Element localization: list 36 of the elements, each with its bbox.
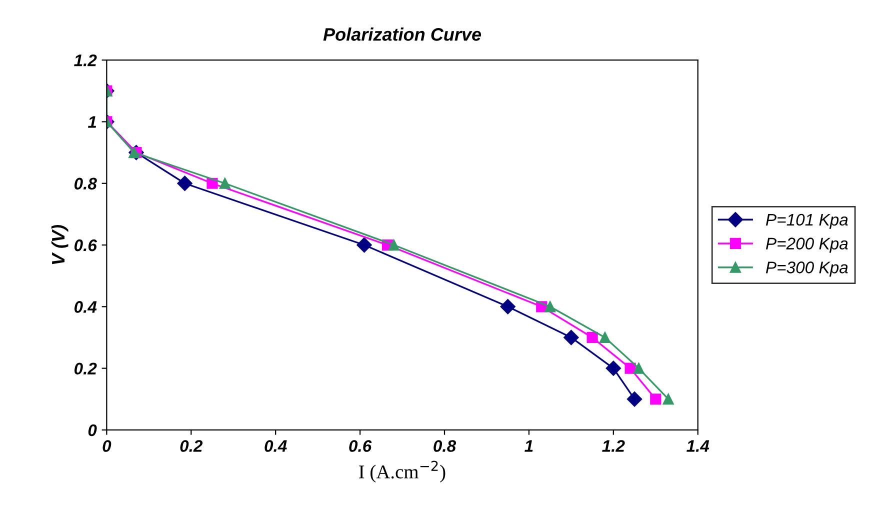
- point: [177, 176, 192, 191]
- point: [586, 332, 598, 344]
- point: [356, 237, 372, 253]
- y-tick-label: 0.2: [74, 362, 97, 374]
- point: [219, 178, 230, 189]
- y-tick-label: 0.4: [74, 301, 97, 313]
- x-tick-label: 1: [524, 440, 533, 452]
- y-tick-label: 0.8: [74, 178, 97, 190]
- x-tick-label: 1.4: [686, 440, 710, 452]
- legend-label: P=200 Kpa: [766, 238, 848, 253]
- x-axis-title: I (A.cm$^{−2}$): [359, 460, 446, 482]
- x-tick-label: 0: [102, 440, 112, 452]
- x-tick-label: 0.2: [180, 440, 203, 452]
- point: [599, 332, 611, 344]
- point: [633, 362, 644, 374]
- point: [544, 301, 556, 312]
- point: [624, 362, 636, 374]
- x-tick-label: 0.4: [264, 440, 287, 452]
- x-tick-label: 1.2: [602, 440, 625, 452]
- y-tick-label: 1.2: [74, 54, 97, 66]
- point: [662, 394, 674, 405]
- legend-label: P=300 Kpa: [766, 262, 848, 277]
- y-axis-title: V (V): [51, 224, 68, 264]
- y-tick-label: 0: [88, 424, 97, 436]
- point: [388, 239, 400, 251]
- y-tick-label: 1: [88, 116, 96, 128]
- point: [500, 299, 516, 314]
- chart-title: Polarization Curve: [323, 28, 482, 41]
- point: [564, 330, 579, 346]
- point: [650, 394, 662, 405]
- x-tick-label: 0.6: [349, 440, 372, 452]
- point: [626, 392, 642, 407]
- point: [606, 360, 621, 376]
- x-tick-label: 0.8: [434, 440, 456, 452]
- y-tick-label: 0.6: [74, 239, 98, 252]
- legend-label: P=101 Kpa: [766, 214, 848, 229]
